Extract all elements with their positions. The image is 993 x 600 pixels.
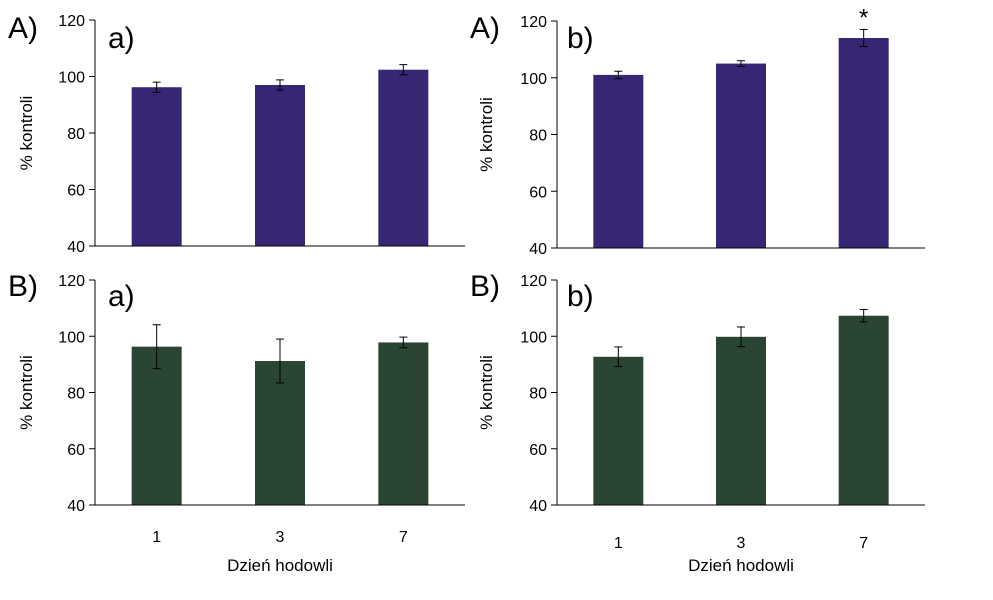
- y-tick-label: 80: [529, 128, 547, 145]
- chart-panel: B) a) 40 60 80 100 120 1 3 7 % kontroli Dzień hodow…: [8, 270, 465, 575]
- subpanel-letter: a): [108, 22, 135, 55]
- y-tick-label: 60: [529, 184, 547, 201]
- y-axis-label: % kontroli: [477, 97, 496, 172]
- x-tick-label: 1: [614, 535, 623, 552]
- y-tick-label: 60: [67, 183, 85, 200]
- panel-letter: A): [470, 12, 500, 45]
- bar: [255, 361, 305, 505]
- x-tick-label: 3: [276, 529, 285, 546]
- y-axis-label: % kontroli: [17, 355, 36, 430]
- y-tick-label: 60: [67, 442, 85, 459]
- subpanel-letter: b): [567, 22, 594, 55]
- x-tick-label: 3: [737, 535, 746, 552]
- bar: [716, 63, 766, 248]
- bar: [255, 84, 305, 246]
- x-axis-label: Dzień hodowli: [227, 556, 333, 575]
- subpanel-letter: a): [108, 280, 135, 313]
- y-tick-label: 120: [58, 13, 85, 30]
- y-tick-label: 80: [67, 386, 85, 403]
- y-tick-label: 80: [529, 386, 547, 403]
- y-tick-label: 120: [58, 273, 85, 290]
- bar: [131, 346, 182, 505]
- panel-letter: B): [8, 270, 38, 303]
- y-tick-label: 100: [58, 329, 85, 346]
- y-tick-label: 100: [520, 71, 547, 88]
- chart-panel: B) b) 40 60 80 100 120 1 3 7 % kontroli Dzień hodow…: [470, 270, 925, 575]
- y-tick-label: 60: [529, 442, 547, 459]
- x-tick-label: 1: [152, 529, 161, 546]
- bar: [838, 315, 889, 505]
- bar: [378, 69, 429, 246]
- chart-panel: A) a) 40 60 80 100 120 % kontroli: [8, 12, 465, 256]
- bar: [593, 356, 644, 505]
- subpanel-letter: b): [567, 280, 594, 313]
- chart-panel: A) b) 40 60 80 100 120 * % kontroli: [470, 5, 925, 258]
- y-tick-label: 80: [67, 126, 85, 143]
- y-axis-label: % kontroli: [477, 355, 496, 430]
- y-tick-label: 40: [67, 498, 85, 515]
- panel-letter: B): [470, 270, 500, 303]
- bar: [716, 336, 766, 505]
- y-tick-label: 40: [529, 241, 547, 258]
- y-tick-label: 100: [58, 70, 85, 87]
- x-axis-label: Dzień hodowli: [688, 556, 794, 575]
- bar: [378, 342, 429, 505]
- x-tick-label: 7: [859, 535, 868, 552]
- y-tick-label: 100: [520, 329, 547, 346]
- bar: [593, 74, 644, 248]
- y-tick-label: 120: [520, 14, 547, 31]
- significance-marker: *: [859, 5, 868, 32]
- panel-letter: A): [8, 12, 38, 45]
- bar: [131, 87, 182, 246]
- bar: [838, 38, 889, 249]
- x-tick-label: 7: [399, 529, 408, 546]
- y-tick-label: 120: [520, 273, 547, 290]
- y-tick-label: 40: [67, 239, 85, 256]
- y-axis-label: % kontroli: [17, 96, 36, 171]
- y-tick-label: 40: [529, 498, 547, 515]
